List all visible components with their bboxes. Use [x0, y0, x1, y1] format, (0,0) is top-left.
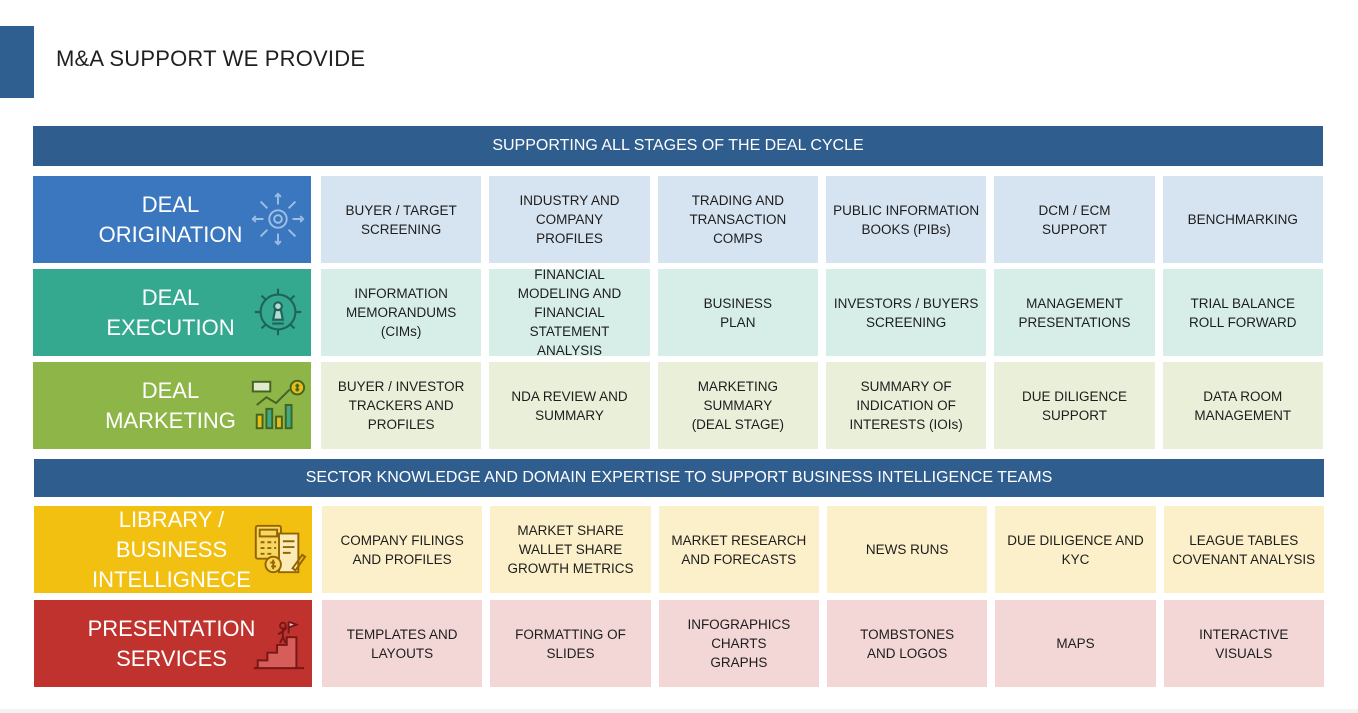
- row-label-text: DEAL MARKETING: [105, 377, 236, 433]
- row-label-text: LIBRARY / BUSINESS INTELLIGNECE: [92, 506, 251, 592]
- network-gear-icon: [251, 192, 305, 246]
- cell-benchmarking: BENCHMARKING: [1162, 176, 1323, 263]
- row-label-text: DEAL EXECUTION: [106, 284, 235, 340]
- cell-financial-modeling: FINANCIAL MODELING AND FINANCIAL STATEME…: [489, 267, 650, 358]
- cell-league-tables: LEAGUE TABLES COVENANT ANALYSIS: [1163, 506, 1324, 593]
- gear-chess-icon: [254, 288, 302, 336]
- cell-interactive-visuals: INTERACTIVE VISUALS: [1163, 600, 1324, 687]
- cell-due-diligence-support: DUE DILIGENCE SUPPORT: [994, 362, 1155, 449]
- row-label-deal-marketing: DEAL MARKETING: [33, 362, 311, 449]
- cell-tombstones-logos: TOMBSTONES AND LOGOS: [826, 600, 988, 687]
- chart-dollar-icon: [251, 379, 306, 430]
- cell-management-presentations: MANAGEMENT PRESENTATIONS: [994, 269, 1155, 356]
- cell-business-plan: BUSINESS PLAN: [657, 269, 818, 356]
- row-label-text: DEAL ORIGINATION: [98, 191, 243, 247]
- calculator-document-icon: [254, 524, 307, 574]
- cell-marketing-summary: MARKETING SUMMARY (DEAL STAGE): [657, 362, 818, 449]
- row-label-text: PRESENTATION SERVICES: [87, 615, 256, 671]
- cell-public-information-books: PUBLIC INFORMATION BOOKS (PIBs): [825, 176, 987, 263]
- row-deal-marketing: DEAL MARKETING BUYER / INVESTOR TRACKERS…: [33, 362, 1323, 449]
- cell-dcm-ecm-support: DCM / ECM SUPPORT: [994, 176, 1155, 263]
- cell-trial-balance: TRIAL BALANCE ROLL FORWARD: [1162, 269, 1323, 356]
- cell-market-research: MARKET RESEARCH AND FORECASTS: [658, 506, 819, 593]
- cell-maps: MAPS: [995, 600, 1156, 687]
- cell-summary-of-indication: SUMMARY OF INDICATION OF INTERESTS (IOIs…: [825, 362, 987, 449]
- footer-divider: [0, 709, 1358, 713]
- cell-buyer-investor-trackers: BUYER / INVESTOR TRACKERS AND PROFILES: [321, 362, 482, 449]
- cell-industry-company-profiles: INDUSTRY AND COMPANY PROFILES: [489, 176, 650, 263]
- cell-formatting-slides: FORMATTING OF SLIDES: [490, 600, 651, 687]
- page-title: M&A SUPPORT WE PROVIDE: [56, 46, 366, 71]
- row-library-business-intelligence: LIBRARY / BUSINESS INTELLIGNECE COMPANY …: [34, 506, 1324, 593]
- cell-market-share: MARKET SHARE WALLET SHARE GROWTH METRICS: [490, 506, 651, 593]
- row-deal-execution: DEAL EXECUTION INFORMATION MEMORANDUMS (…: [33, 267, 1323, 358]
- cell-due-diligence-kyc: DUE DILIGENCE AND KYC: [995, 506, 1156, 593]
- row-label-deal-origination: DEAL ORIGINATION: [33, 176, 311, 263]
- person-stairs-flag-icon: [253, 620, 305, 670]
- row-label-presentation: PRESENTATION SERVICES: [34, 600, 312, 687]
- cell-infographics: INFOGRAPHICS CHARTS GRAPHS: [658, 600, 819, 687]
- sector-knowledge-banner: SECTOR KNOWLEDGE AND DOMAIN EXPERTISE TO…: [34, 459, 1324, 497]
- cell-news-runs: NEWS RUNS: [826, 506, 988, 593]
- cell-buyer-target-screening: BUYER / TARGET SCREENING: [321, 176, 482, 263]
- cell-trading-transaction-comps: TRADING AND TRANSACTION COMPS: [657, 176, 818, 263]
- cell-templates-layouts: TEMPLATES AND LAYOUTS: [322, 600, 483, 687]
- row-label-deal-execution: DEAL EXECUTION: [33, 269, 311, 356]
- cell-data-room-management: DATA ROOM MANAGEMENT: [1162, 362, 1323, 449]
- row-presentation-services: PRESENTATION SERVICES TEMPLATES AND LAYO…: [34, 600, 1324, 687]
- row-deal-origination: DEAL ORIGINATION BUYER / TARGET SCREENIN…: [33, 176, 1323, 263]
- cell-nda-review: NDA REVIEW AND SUMMARY: [489, 362, 650, 449]
- row-label-library: LIBRARY / BUSINESS INTELLIGNECE: [34, 506, 312, 593]
- cell-investors-buyers-screening: INVESTORS / BUYERS SCREENING: [825, 269, 987, 356]
- deal-cycle-banner: SUPPORTING ALL STAGES OF THE DEAL CYCLE: [33, 126, 1323, 166]
- cell-information-memorandums: INFORMATION MEMORANDUMS (CIMs): [321, 269, 482, 356]
- title-accent-bar: [0, 26, 34, 98]
- cell-company-filings: COMPANY FILINGS AND PROFILES: [322, 506, 483, 593]
